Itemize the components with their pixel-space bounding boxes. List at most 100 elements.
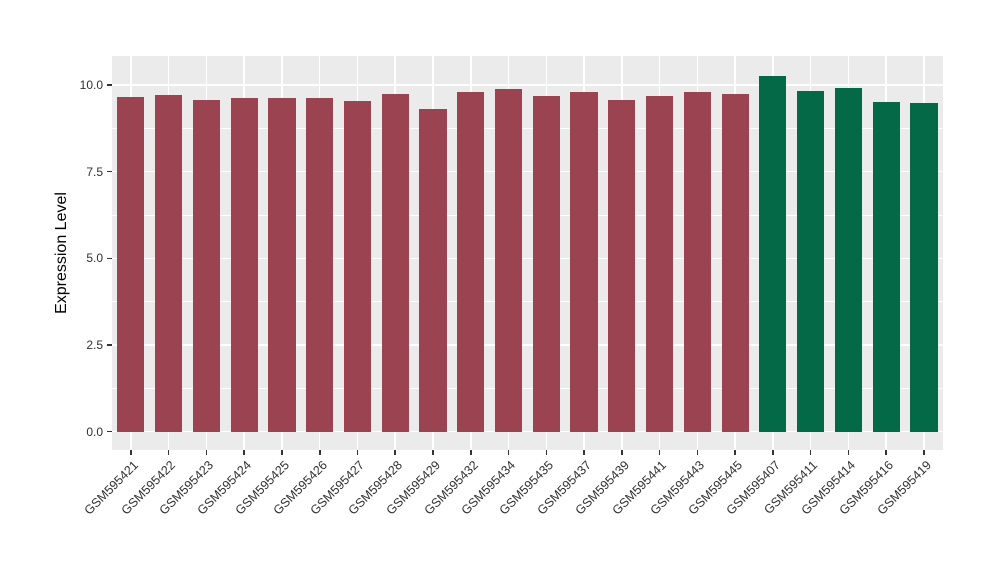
y-tick-label: 5.0 [86, 251, 103, 266]
bar-slot [188, 56, 226, 450]
bar-GSM595427 [343, 101, 372, 432]
x-tick-slot [792, 450, 830, 456]
bar-GSM595425 [268, 97, 296, 432]
bar-GSM595416 [872, 102, 900, 432]
x-tick-mark [394, 450, 397, 455]
x-tick-slot [188, 450, 226, 456]
x-tick-mark [356, 450, 359, 455]
bar-GSM595424 [230, 97, 258, 432]
bar-GSM595407 [759, 75, 787, 432]
x-tick-slot [150, 450, 188, 456]
y-tick-label: 2.5 [86, 338, 103, 353]
major-gridline [112, 344, 943, 346]
x-tick-mark [658, 450, 661, 455]
x-label-slot: GSM595419 [874, 456, 943, 566]
x-tick-mark [621, 450, 623, 455]
bar-GSM595411 [797, 90, 825, 432]
x-tick-mark [281, 450, 283, 455]
x-tick-slot [905, 450, 943, 456]
bar-slot [150, 56, 188, 450]
bar-GSM595428 [381, 94, 409, 432]
bar-GSM595429 [419, 108, 447, 432]
x-axis-ticks [112, 450, 943, 456]
x-tick-mark [205, 450, 208, 455]
x-tick-mark [432, 450, 434, 455]
major-gridline [112, 430, 943, 433]
bar-slot [452, 56, 490, 450]
x-axis-labels: GSM595421 GSM595422 GSM595423 GSM595424 GSM5… [81, 456, 943, 566]
bar-GSM595432 [457, 91, 485, 432]
bar-slot [867, 56, 905, 450]
x-tick-mark [545, 450, 548, 455]
bar-GSM595445 [721, 94, 749, 432]
x-tick-slot [830, 450, 868, 456]
bar-slot [301, 56, 339, 450]
bar-GSM595423 [192, 99, 220, 432]
x-tick-mark [469, 450, 472, 455]
x-tick-slot [263, 450, 301, 456]
bar-GSM595439 [608, 100, 636, 432]
major-gridline [112, 170, 943, 173]
x-tick-mark [167, 450, 170, 455]
bar-GSM595441 [646, 96, 674, 432]
x-tick-slot [301, 450, 339, 456]
x-tick-slot [641, 450, 679, 456]
x-tick-mark [847, 450, 850, 455]
bar-GSM595435 [532, 95, 560, 432]
bar-slot [641, 56, 679, 450]
y-tick-mark [107, 257, 112, 260]
x-tick-mark [507, 450, 510, 455]
bar-slot [603, 56, 641, 450]
x-tick-mark [885, 450, 887, 455]
x-tick-mark [130, 450, 132, 455]
x-tick-slot [414, 450, 452, 456]
y-tick-label: 0.0 [86, 424, 103, 439]
bar-slot [830, 56, 868, 450]
x-tick-slot [376, 450, 414, 456]
x-tick-slot [716, 450, 754, 456]
bar-slot [754, 56, 792, 450]
x-tick-mark [772, 450, 774, 455]
x-tick-mark [809, 450, 812, 455]
bar-slot [263, 56, 301, 450]
plot-panel [112, 56, 943, 450]
major-gridline [112, 84, 943, 86]
bar-GSM595414 [834, 88, 863, 432]
x-tick-slot [339, 450, 377, 456]
y-tick-mark [107, 430, 112, 433]
bar-slot [678, 56, 716, 450]
minor-gridline [112, 387, 943, 389]
bar-slot [565, 56, 603, 450]
bar-GSM595437 [570, 92, 598, 432]
bar-GSM595434 [494, 88, 523, 432]
y-tick-mark [107, 84, 112, 86]
x-tick-slot [112, 450, 150, 456]
x-tick-mark [734, 450, 736, 455]
y-tick-mark [107, 344, 112, 346]
bar-slot [225, 56, 263, 450]
bar-GSM595422 [155, 95, 183, 432]
bar-slot [112, 56, 150, 450]
bar-GSM595419 [910, 103, 938, 432]
bar-slot [716, 56, 754, 450]
minor-gridline [112, 127, 943, 129]
y-tick-mark [107, 170, 112, 173]
x-tick-slot [225, 450, 263, 456]
bar-GSM595421 [117, 97, 145, 432]
minor-gridline [112, 214, 943, 216]
major-gridline [112, 257, 943, 260]
bar-slot [339, 56, 377, 450]
y-tick-label: 10.0 [79, 78, 103, 92]
minor-gridline [112, 301, 943, 303]
x-tick-slot [490, 450, 528, 456]
x-tick-slot [678, 450, 716, 456]
bar-slot [527, 56, 565, 450]
x-tick-slot [754, 450, 792, 456]
x-tick-slot [603, 450, 641, 456]
x-tick-mark [696, 450, 699, 455]
x-tick-mark [923, 450, 925, 455]
x-tick-mark [583, 450, 585, 455]
y-tick-label: 7.5 [86, 164, 103, 179]
bar-slot [414, 56, 452, 450]
